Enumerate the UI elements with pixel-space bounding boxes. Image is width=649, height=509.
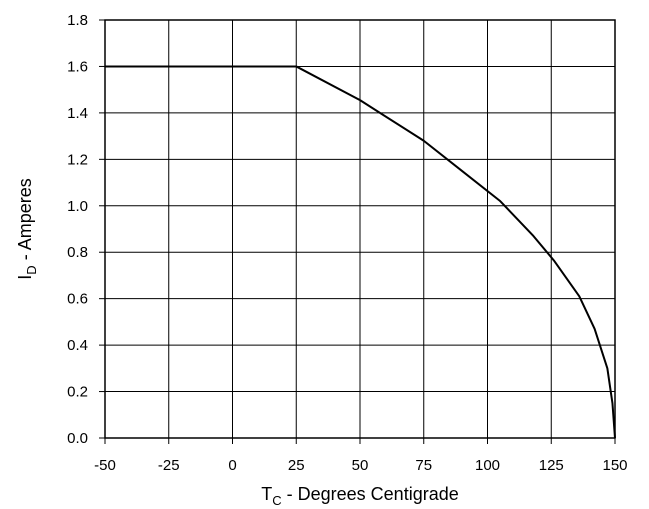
y-tick-label: 0.6: [67, 291, 88, 308]
x-tick-label: 75: [415, 457, 432, 474]
x-tick-label: 0: [228, 457, 236, 474]
y-tick-label: 1.4: [67, 105, 88, 122]
y-tick-label: 0.0: [67, 430, 88, 447]
y-tick-label: 1.8: [67, 12, 88, 29]
series: [105, 65, 616, 439]
x-axis-title-rest: - Degrees Centigrade: [282, 484, 459, 504]
grid: [105, 20, 615, 438]
y-axis-title-rest: - Amperes: [15, 178, 35, 265]
y-tick-label: 0.4: [67, 337, 88, 354]
series-line: [105, 65, 616, 439]
y-axis-title-main: I: [15, 275, 35, 280]
x-axis-title: TC - Degrees Centigrade: [261, 484, 458, 508]
y-tick-label: 0.2: [67, 384, 88, 401]
x-tick-label: 25: [288, 457, 305, 474]
x-tick-label: 150: [602, 457, 627, 474]
x-tick-label: 125: [539, 457, 564, 474]
x-axis-title-main: T: [261, 484, 272, 504]
x-axis-title-sub: C: [272, 493, 281, 508]
ticks: -50 -25 0 25 50 75 100 125 150 0.0 0.2 0.4 0.6 0.8 1.0…: [67, 12, 627, 474]
y-axis-title: ID - Amperes: [15, 178, 39, 279]
x-tick-label: 100: [475, 457, 500, 474]
x-tick-label: 50: [352, 457, 369, 474]
y-tick-label: 1.0: [67, 198, 88, 215]
x-tick-label: -25: [158, 457, 180, 474]
y-tick-label: 0.8: [67, 244, 88, 261]
x-tick-label: -50: [94, 457, 116, 474]
y-tick-label: 1.6: [67, 58, 88, 75]
y-axis-title-sub: D: [24, 265, 39, 274]
y-tick-label: 1.2: [67, 151, 88, 168]
